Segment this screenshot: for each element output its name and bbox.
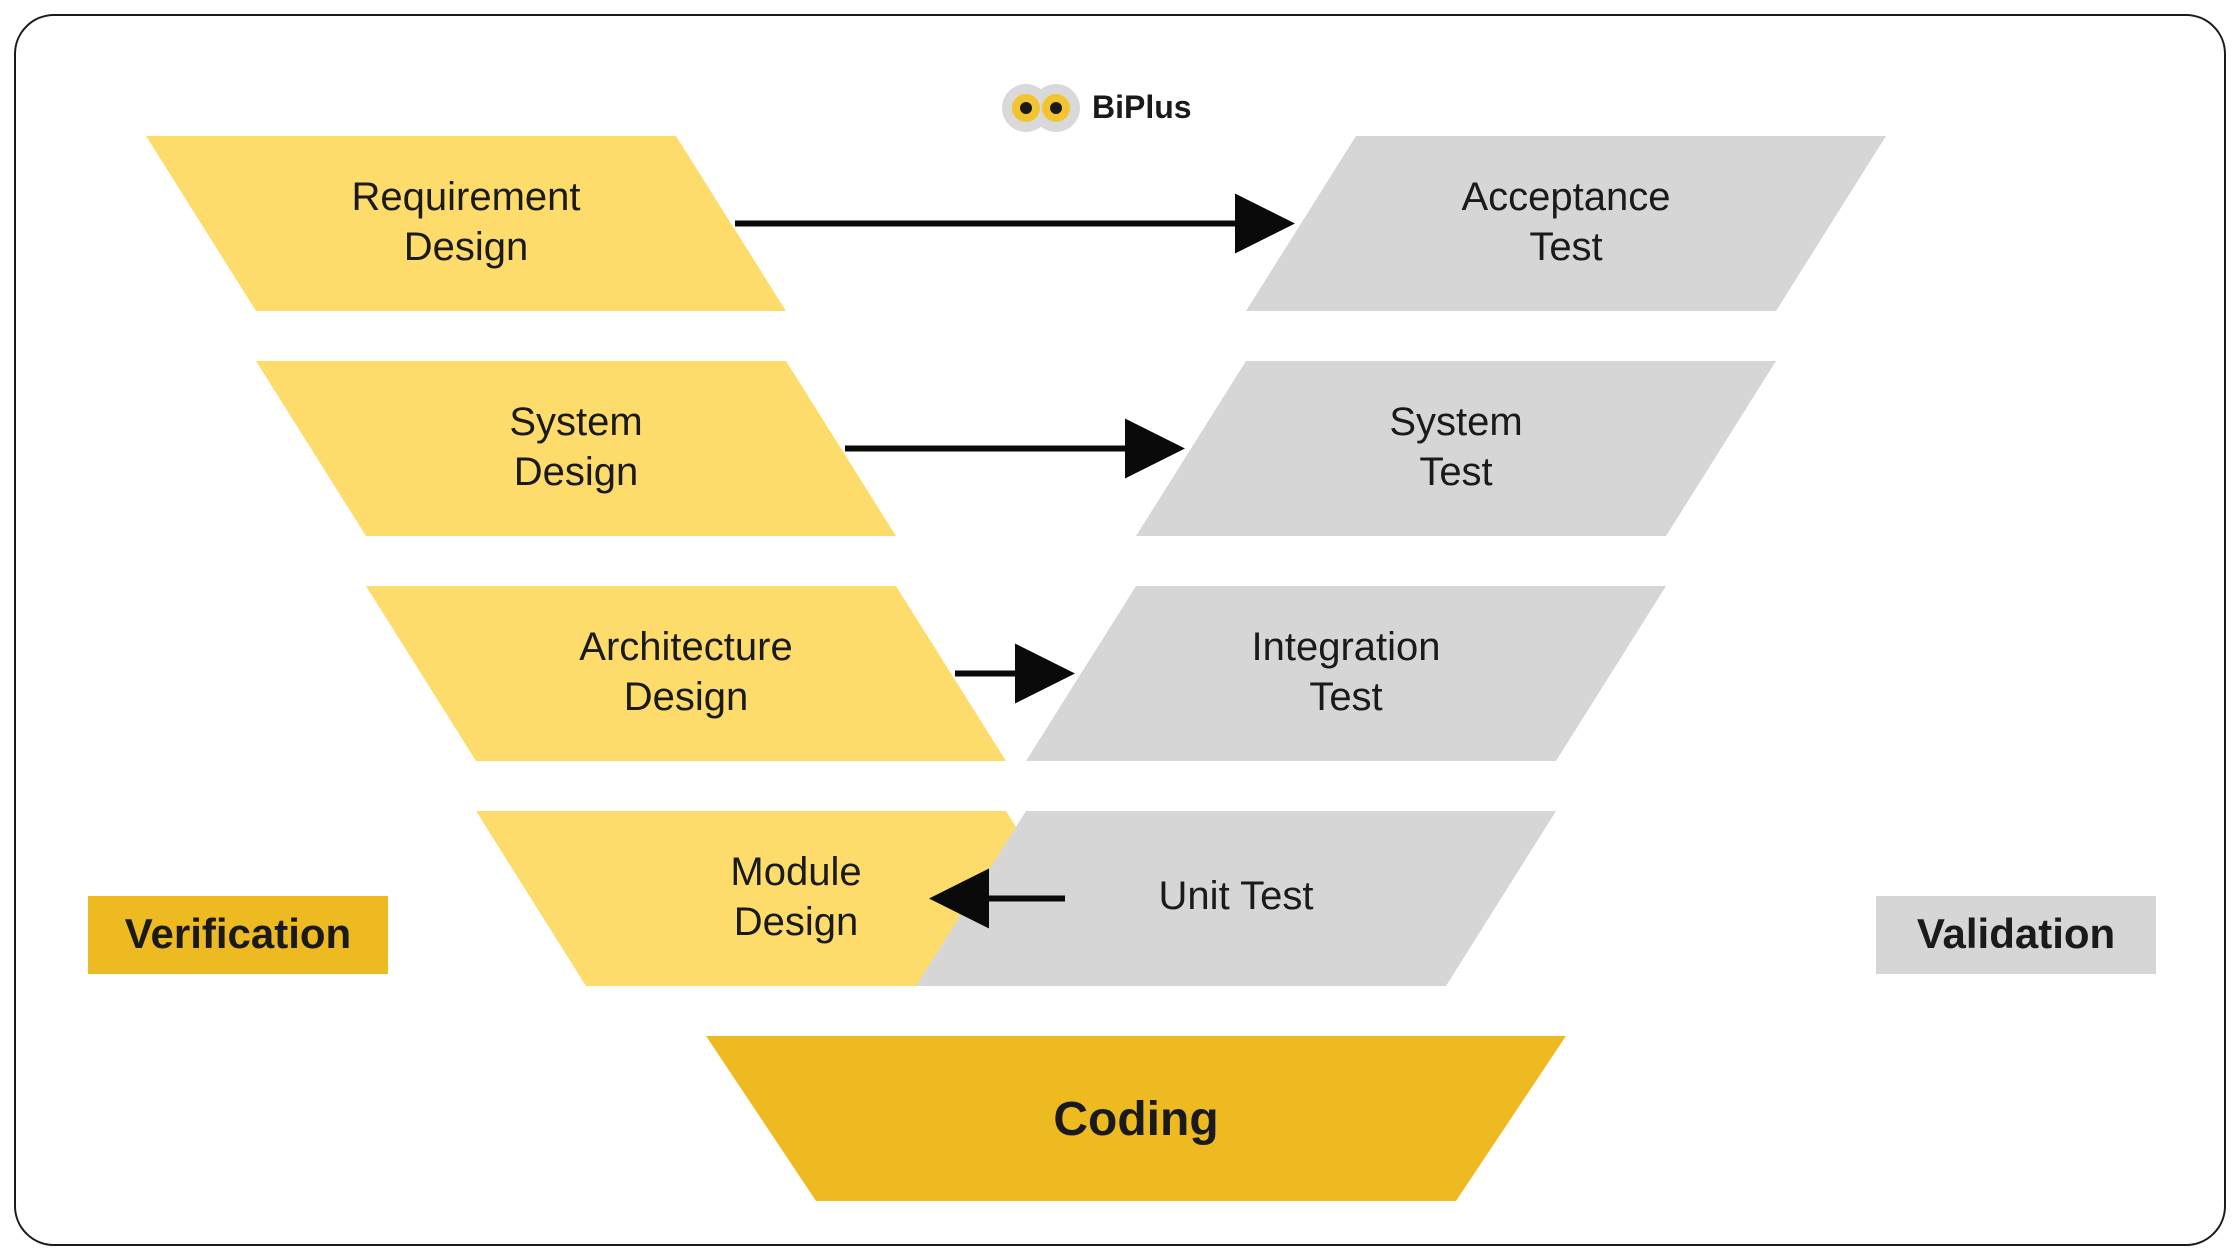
- v-model-svg: Requirement Design Acceptance Test System Des…: [16, 16, 2228, 1248]
- right-node-2: [1026, 586, 1666, 761]
- right-node-0: [1246, 136, 1886, 311]
- left-node-0-line2: Design: [404, 225, 529, 269]
- left-node-1: [256, 361, 896, 536]
- left-node-0-line1: Requirement: [351, 175, 580, 219]
- left-node-1-line1: System: [509, 400, 642, 444]
- right-node-1-line1: System: [1389, 400, 1522, 444]
- bottom-node-label: Coding: [1053, 1093, 1218, 1146]
- left-node-0: [146, 136, 786, 311]
- left-node-3-line2: Design: [734, 900, 859, 944]
- validation-label: Validation: [1917, 910, 2115, 957]
- right-node-3-line1: Unit Test: [1159, 874, 1314, 918]
- diagram-frame: Requirement Design Acceptance Test System Des…: [14, 14, 2226, 1246]
- left-node-2-line2: Design: [624, 675, 749, 719]
- left-node-3-line1: Module: [730, 850, 861, 894]
- left-node-2: [366, 586, 1006, 761]
- right-node-0-line1: Acceptance: [1461, 175, 1670, 219]
- right-node-2-line1: Integration: [1251, 625, 1440, 669]
- logo: BiPlus: [1002, 84, 1192, 132]
- logo-text: BiPlus: [1092, 89, 1192, 125]
- verification-label: Verification: [125, 910, 351, 957]
- left-node-1-line2: Design: [514, 450, 639, 494]
- right-node-0-line2: Test: [1529, 225, 1602, 269]
- right-node-2-line2: Test: [1309, 675, 1382, 719]
- right-node-1-line2: Test: [1419, 450, 1492, 494]
- left-node-2-line1: Architecture: [579, 625, 792, 669]
- right-node-1: [1136, 361, 1776, 536]
